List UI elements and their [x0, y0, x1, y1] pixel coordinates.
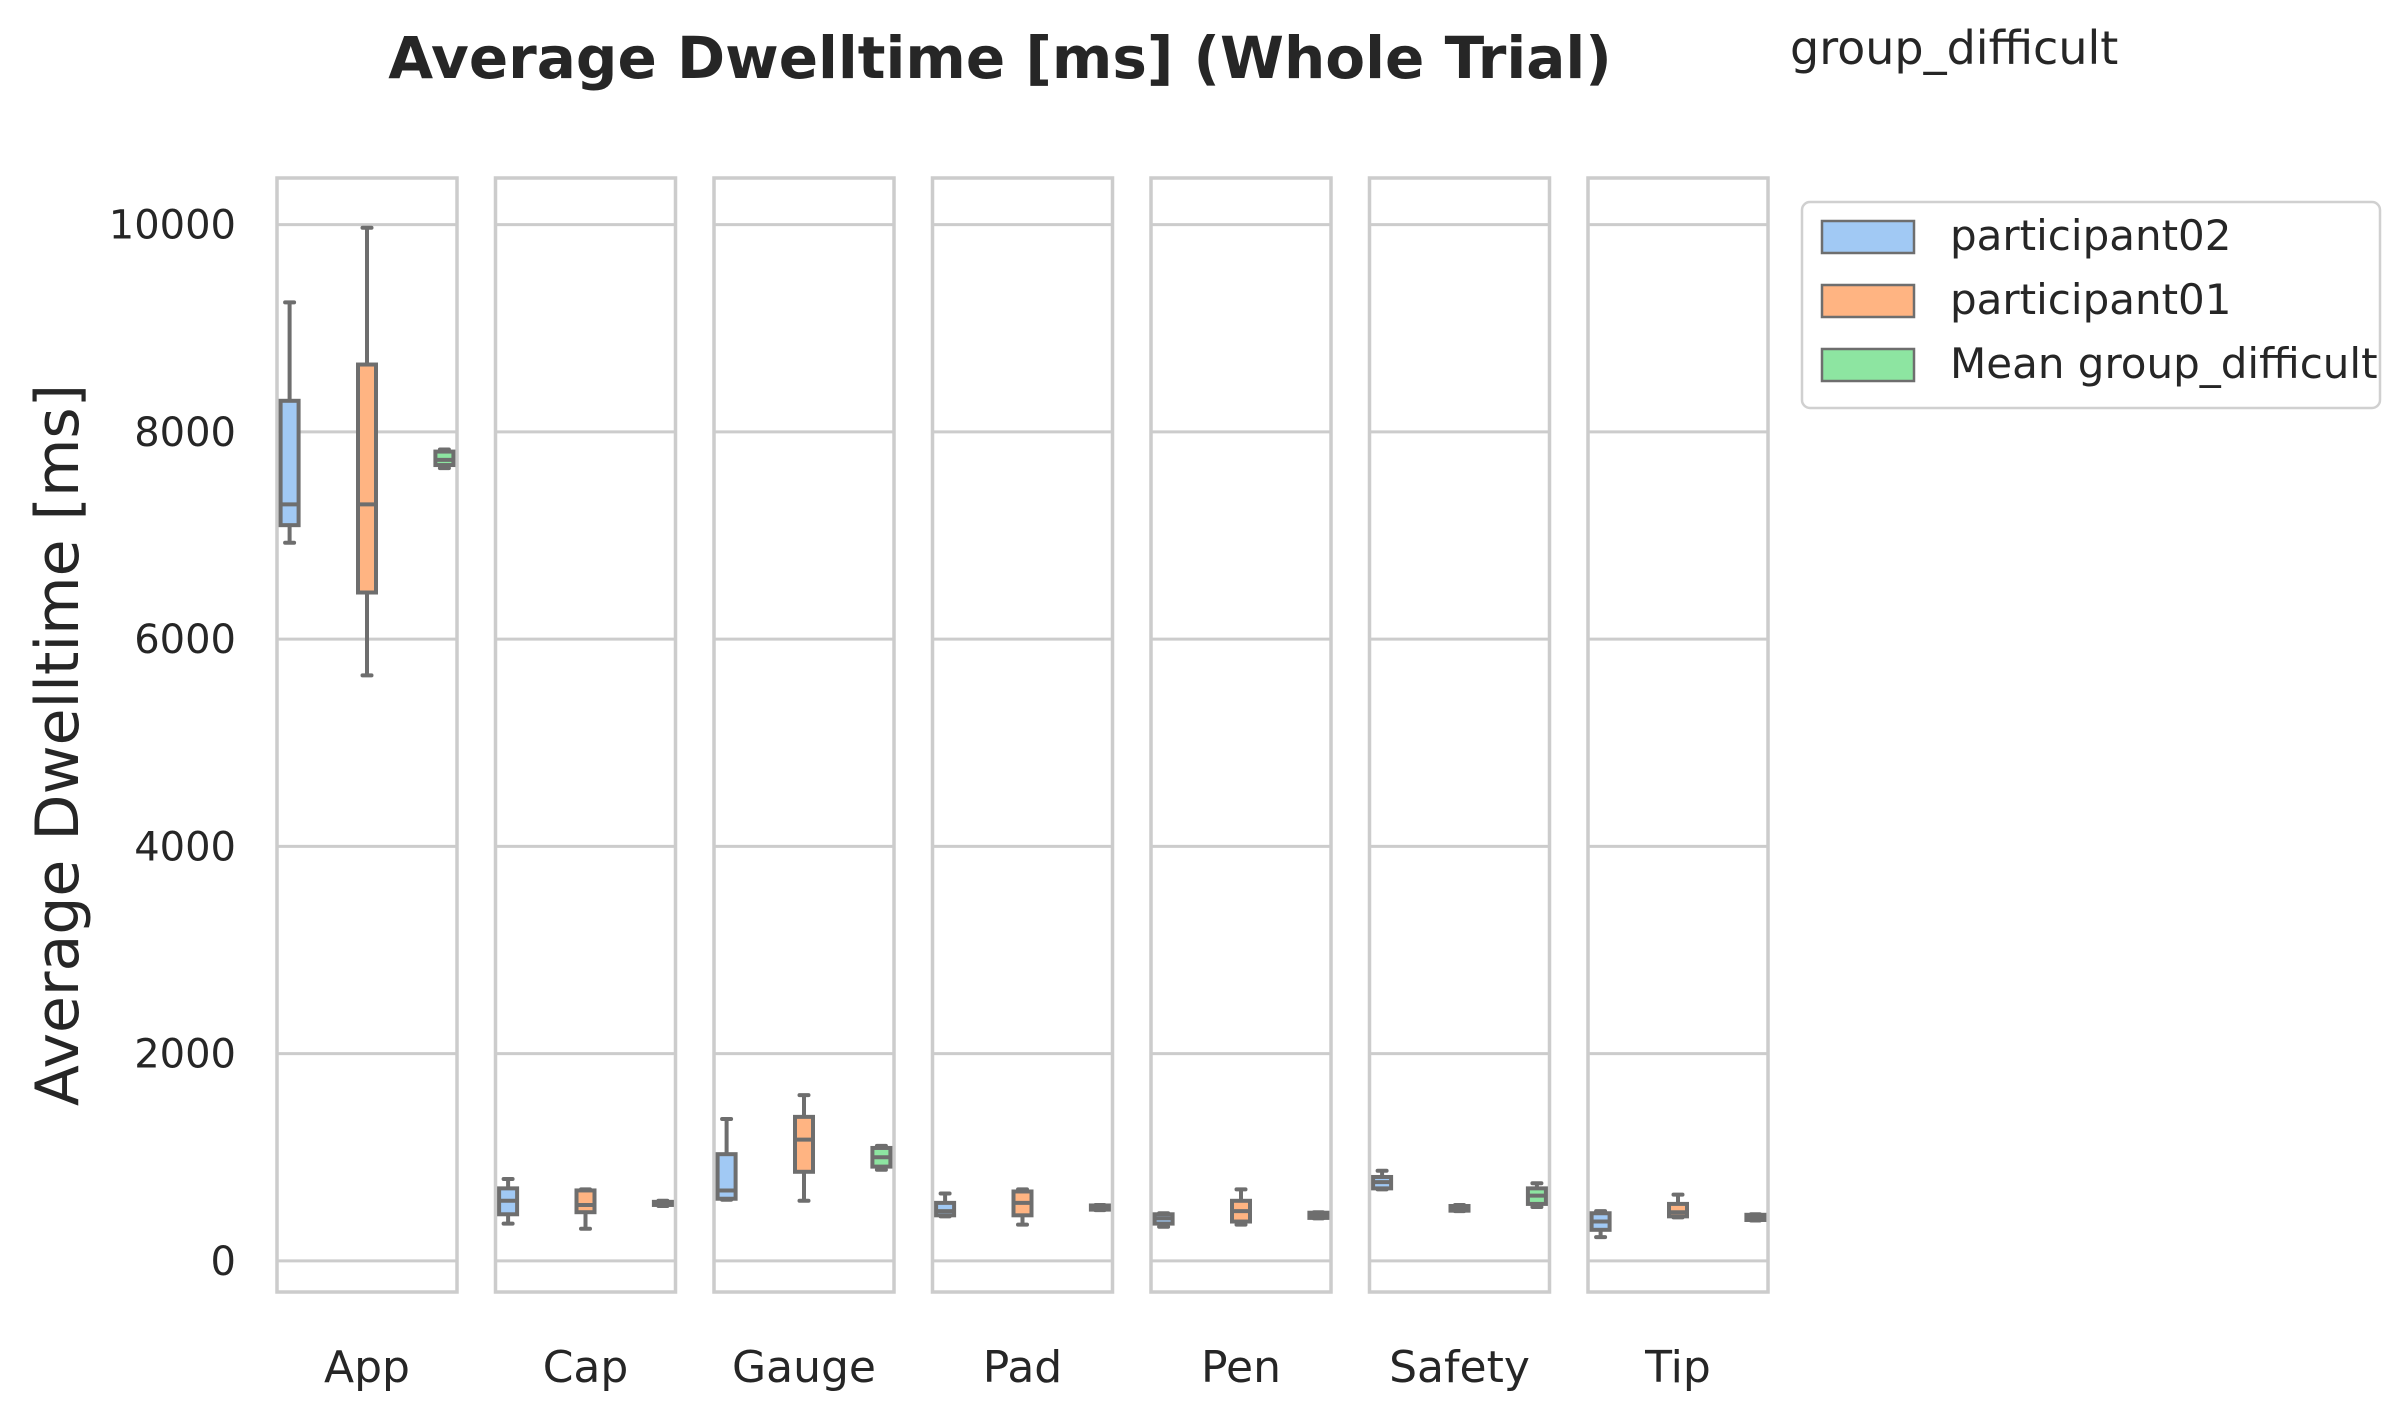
category-label: Pen — [1201, 1342, 1281, 1393]
box-iqr — [574, 1188, 597, 1215]
category-label: Pad — [983, 1342, 1062, 1393]
y-tick-labels: 0 2000 4000 6000 8000 10000 — [109, 203, 236, 1285]
facet-panel-pad: Pad — [930, 176, 1115, 1393]
legend-item: Mean group_difficult — [1820, 339, 2378, 388]
box-participant01 — [1011, 1187, 1034, 1227]
box-participant01 — [1230, 1187, 1252, 1227]
box-mean-group_difficult — [1744, 1212, 1767, 1223]
category-label: App — [324, 1342, 410, 1393]
box-participant01 — [574, 1187, 597, 1231]
box-iqr — [1667, 1201, 1689, 1219]
panel-frame — [1586, 176, 1770, 1294]
category-label: Safety — [1389, 1342, 1530, 1393]
panel-frame — [712, 176, 896, 1294]
legend-swatch — [1820, 219, 1916, 255]
category-label: Gauge — [732, 1342, 876, 1393]
y-tick-label: 6000 — [134, 617, 236, 663]
y-axis-label: Average Dwelltime [ms] — [23, 384, 93, 1106]
box-participant02 — [934, 1191, 957, 1219]
panel-frame — [1149, 176, 1333, 1294]
group-label: group_difficult — [1790, 21, 2118, 75]
legend-label: participant02 — [1950, 211, 2232, 260]
box-mean-group_difficult — [433, 447, 456, 471]
legend-frame — [1800, 200, 2382, 410]
y-tick-label: 4000 — [134, 824, 236, 870]
box-participant01 — [356, 225, 378, 678]
facet-panel-pen: Pen — [1149, 176, 1333, 1393]
legend-item: participant02 — [1820, 211, 2232, 260]
legend-label: participant01 — [1950, 275, 2232, 324]
facet-panel-gauge: Gauge — [712, 176, 896, 1393]
panel-frame — [493, 176, 678, 1294]
box-participant01 — [1448, 1202, 1471, 1214]
y-tick-label: 8000 — [134, 410, 236, 456]
chart-title: Average Dwelltime [ms] (Whole Trial) — [388, 24, 1612, 92]
box-mean-group_difficult — [1307, 1210, 1330, 1221]
box-participant01 — [1667, 1192, 1689, 1220]
box-mean-group_difficult — [870, 1143, 893, 1172]
facet-panel-tip: Tip — [1586, 176, 1770, 1393]
legend-swatch — [1820, 347, 1916, 383]
legend-swatch — [1820, 283, 1916, 319]
box-iqr — [715, 1152, 738, 1201]
panel-frame — [275, 176, 459, 1294]
panel-frame — [930, 176, 1115, 1294]
category-label: Cap — [543, 1342, 629, 1393]
y-tick-label: 10000 — [109, 203, 236, 249]
box-participant02 — [278, 300, 301, 545]
legend-item: participant01 — [1820, 275, 2232, 324]
box-participant02 — [497, 1177, 520, 1226]
category-label: Tip — [1644, 1342, 1711, 1393]
y-tick-label: 2000 — [134, 1032, 236, 1078]
facet-panels: App Cap Gauge Pad Pen Safety Tip — [275, 176, 1770, 1393]
box-mean-group_difficult — [1088, 1202, 1111, 1213]
facet-panel-cap: Cap — [493, 176, 678, 1393]
y-tick-label: 0 — [211, 1239, 236, 1285]
box-participant01 — [793, 1093, 815, 1203]
legend: participant02 participant01 Mean group_dif… — [1800, 200, 2382, 410]
facet-panel-app: App — [275, 176, 459, 1393]
box-participant02 — [1152, 1211, 1175, 1229]
box-participant02 — [1589, 1209, 1612, 1240]
box-mean-group_difficult — [1525, 1181, 1548, 1210]
box-participant02 — [715, 1116, 738, 1202]
box-iqr — [793, 1114, 815, 1174]
box-iqr — [278, 398, 301, 528]
box-participant02 — [1371, 1168, 1394, 1192]
box-mean-group_difficult — [651, 1198, 674, 1208]
box-iqr — [356, 362, 378, 595]
facet-panel-safety: Safety — [1367, 176, 1552, 1393]
legend-label: Mean group_difficult — [1950, 339, 2378, 388]
panel-frame — [1367, 176, 1552, 1294]
box-iqr — [934, 1200, 957, 1218]
